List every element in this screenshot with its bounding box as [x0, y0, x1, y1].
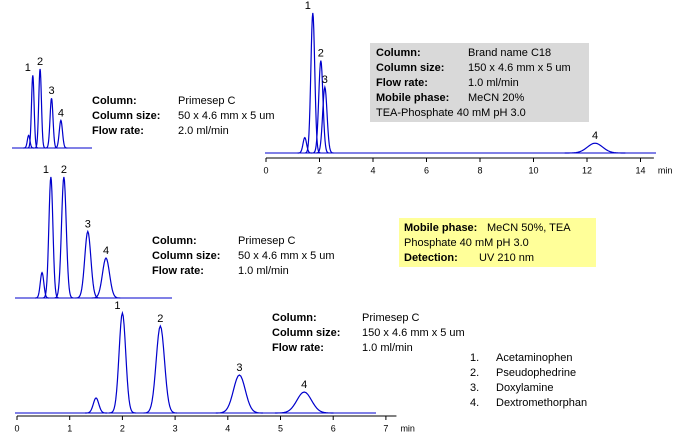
- x-tick-label: 0: [263, 165, 268, 175]
- x-tick-label: 0: [14, 423, 19, 433]
- condition-label: Column size:: [376, 62, 444, 74]
- x-tick-label: 8: [477, 165, 482, 175]
- peak: [91, 257, 121, 299]
- shared-conditions-box: [399, 218, 596, 267]
- peak: [34, 68, 46, 149]
- x-tick-label: 10: [528, 165, 538, 175]
- x-tick-label: 3: [173, 423, 178, 433]
- compound-number: 3.: [470, 382, 479, 394]
- condition-label: Flow rate:: [152, 265, 204, 277]
- conditions-box: [370, 43, 589, 122]
- peak: [23, 134, 34, 149]
- condition-label: Column:: [376, 47, 421, 59]
- peak-label: 2: [61, 164, 67, 176]
- peak-label: 1: [114, 300, 120, 312]
- shared-value: UV 210 nm: [479, 252, 534, 264]
- x-tick-label: 7: [383, 423, 388, 433]
- shared-value: Phosphate 40 mM pH 3.0: [404, 237, 529, 249]
- condition-label: Mobile phase:: [376, 92, 449, 104]
- peak: [316, 84, 334, 154]
- condition-label: Column:: [272, 312, 317, 324]
- x-tick-label: 6: [424, 165, 429, 175]
- peak-label: 3: [322, 74, 328, 86]
- peak: [215, 374, 263, 414]
- condition-label: Flow rate:: [376, 77, 428, 89]
- condition-label: Column:: [152, 235, 197, 247]
- peak-label: 1: [43, 164, 49, 176]
- shared-label: Detection:: [404, 252, 458, 264]
- x-tick-label: 14: [635, 165, 645, 175]
- compound-number: 2.: [470, 367, 479, 379]
- condition-label: Flow rate:: [92, 125, 144, 137]
- peak-label: 2: [37, 56, 43, 68]
- peak: [75, 229, 100, 299]
- peak-label: 3: [48, 85, 54, 97]
- peak: [34, 271, 50, 299]
- condition-value: 50 x 4.6 mm x 5 um: [178, 110, 275, 122]
- compound-name: Dextromethorphan: [496, 397, 587, 409]
- peak-label: 4: [592, 130, 598, 142]
- condition-value: 150 x 4.6 mm x 5 um: [468, 62, 571, 74]
- x-tick-label: 4: [370, 165, 375, 175]
- condition-value: Primesep C: [362, 312, 420, 324]
- x-tick-label: 2: [120, 423, 125, 433]
- condition-value: 150 x 4.6 mm x 5 um: [362, 327, 465, 339]
- peak: [297, 136, 312, 154]
- x-tick-label: 5: [278, 423, 283, 433]
- condition-label: Column size:: [272, 327, 340, 339]
- peak: [45, 98, 58, 149]
- peak: [564, 142, 626, 154]
- peak-label: 2: [318, 48, 324, 60]
- peak-label: 4: [103, 245, 109, 257]
- compound-number: 4.: [470, 397, 479, 409]
- peak: [312, 60, 330, 154]
- condition-value: 2.0 ml/min: [178, 125, 229, 137]
- peak: [85, 397, 108, 414]
- condition-value: 1.0 ml/min: [468, 77, 519, 89]
- peak: [54, 118, 68, 149]
- peak-label: 2: [157, 313, 163, 325]
- condition-note: TEA-Phosphate 40 mM pH 3.0: [376, 107, 526, 119]
- condition-value: Primesep C: [238, 235, 296, 247]
- compound-name: Pseudophedrine: [496, 367, 576, 379]
- x-tick-label: 2: [317, 165, 322, 175]
- x-tick-label: 12: [582, 165, 592, 175]
- peak: [274, 391, 334, 414]
- x-tick-label: 4: [225, 423, 230, 433]
- shared-label: Mobile phase:: [404, 222, 477, 234]
- condition-value: 1.0 ml/min: [238, 265, 289, 277]
- condition-label: Flow rate:: [272, 342, 324, 354]
- peak-label: 1: [305, 0, 311, 12]
- peak-label: 4: [58, 107, 64, 119]
- peak-label: 3: [236, 362, 242, 374]
- peak: [54, 176, 74, 299]
- peak-label: 3: [85, 218, 91, 230]
- shared-value: MeCN 50%, TEA: [487, 222, 571, 234]
- condition-value: 1.0 ml/min: [362, 342, 413, 354]
- x-tick-label: 1: [67, 423, 72, 433]
- condition-value: Primesep C: [178, 95, 236, 107]
- x-tick-label: 6: [331, 423, 336, 433]
- peak-label: 1: [25, 62, 31, 74]
- peak-label: 4: [301, 379, 307, 391]
- peak: [304, 12, 321, 154]
- x-axis-label: min: [400, 423, 415, 433]
- peak: [143, 324, 177, 414]
- compound-number: 1.: [470, 352, 479, 364]
- condition-value: MeCN 20%: [468, 92, 524, 104]
- compound-name: Doxylamine: [496, 382, 553, 394]
- compound-name: Acetaminophen: [496, 352, 572, 364]
- condition-value: 50 x 4.6 mm x 5 um: [238, 250, 335, 262]
- x-axis-label: min: [658, 165, 673, 175]
- peak: [42, 176, 59, 299]
- condition-label: Column size:: [92, 110, 160, 122]
- peak: [109, 310, 136, 414]
- condition-value: Brand name C18: [468, 47, 551, 59]
- condition-label: Column size:: [152, 250, 220, 262]
- condition-label: Column:: [92, 95, 137, 107]
